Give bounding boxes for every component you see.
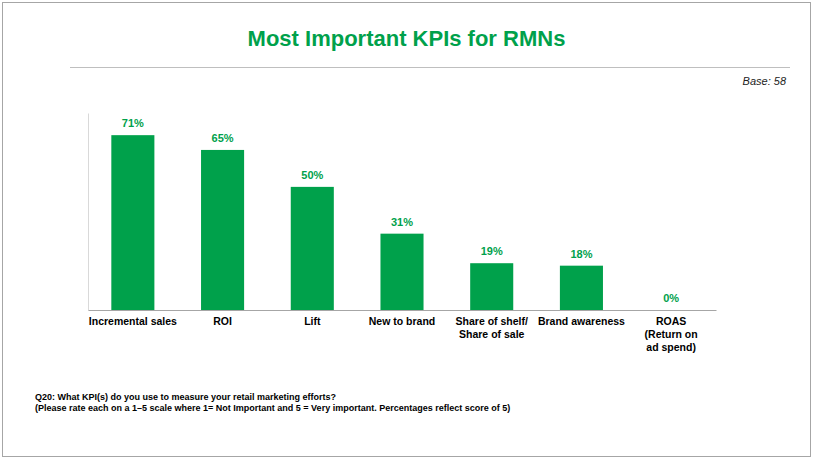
bar	[291, 187, 334, 310]
x-tick-label: Lift	[304, 315, 321, 327]
bar	[111, 135, 154, 310]
data-label: 50%	[301, 169, 323, 181]
chart: Most Important KPIs for RMNs Base: 58 Incr…	[0, 0, 813, 460]
x-tick-label: ROAS(Return onad spend)	[645, 315, 698, 352]
title: Most Important KPIs for RMNs	[248, 26, 566, 51]
x-axis-line	[89, 310, 717, 311]
frame	[3, 3, 811, 457]
x-tick-label-line: Lift	[304, 315, 321, 327]
x-tick-label: ROI	[213, 315, 232, 327]
x-tick-label: Brand awareness	[538, 315, 625, 327]
x-tick-label-line: ROAS	[656, 315, 686, 327]
data-label: 0%	[663, 292, 679, 304]
x-tick-label-line: Brand awareness	[538, 315, 625, 327]
footnote: Q20: What KPI(s) do you use to measure y…	[35, 392, 510, 413]
x-tick: New to brand	[369, 310, 436, 327]
x-tick: Incremental sales	[89, 310, 177, 327]
bar	[380, 234, 423, 310]
x-tick-label-line: Incremental sales	[89, 315, 177, 327]
x-tick-label: Incremental sales	[89, 315, 177, 327]
y-axis-line	[88, 114, 89, 311]
data-label: 65%	[212, 132, 234, 144]
x-tick-label-line: New to brand	[369, 315, 436, 327]
x-tick: ROAS(Return onad spend)	[645, 310, 698, 353]
x-tick-label: Share of shelf/Share of sale	[456, 315, 528, 340]
x-tick: ROI	[213, 310, 232, 327]
x-tick: Lift	[304, 310, 321, 327]
footnote-line: Q20: What KPI(s) do you use to measure y…	[35, 392, 336, 402]
data-label: 71%	[122, 117, 144, 129]
x-tick-label-line: Share of sale	[459, 328, 525, 340]
x-tick-label-line: (Return on	[645, 328, 698, 340]
x-tick-label-line: Share of shelf/	[456, 315, 528, 327]
title-rule	[70, 67, 790, 68]
data-label: 31%	[391, 216, 413, 228]
data-label: 19%	[481, 245, 503, 257]
x-tick-label: New to brand	[369, 315, 436, 327]
bar	[470, 263, 513, 310]
x-tick: Share of shelf/Share of sale	[456, 310, 528, 340]
data-labels: 71% 65% 50% 31% 19% 18% 0%	[122, 117, 679, 304]
subtitle: Base: 58	[743, 75, 787, 87]
footnote-line: (Please rate each on a 1–5 scale where 1…	[35, 403, 510, 413]
data-label: 18%	[570, 248, 592, 260]
x-axis: Incremental sales ROI Lift New to brand Shar…	[89, 310, 717, 353]
y-axis	[88, 114, 89, 311]
bar	[201, 150, 244, 310]
x-tick: Brand awareness	[538, 310, 625, 327]
x-tick-label-line: ad spend)	[646, 341, 696, 353]
bar	[650, 310, 693, 311]
x-tick-label-line: ROI	[213, 315, 232, 327]
bar	[560, 266, 603, 310]
bars	[111, 135, 603, 310]
